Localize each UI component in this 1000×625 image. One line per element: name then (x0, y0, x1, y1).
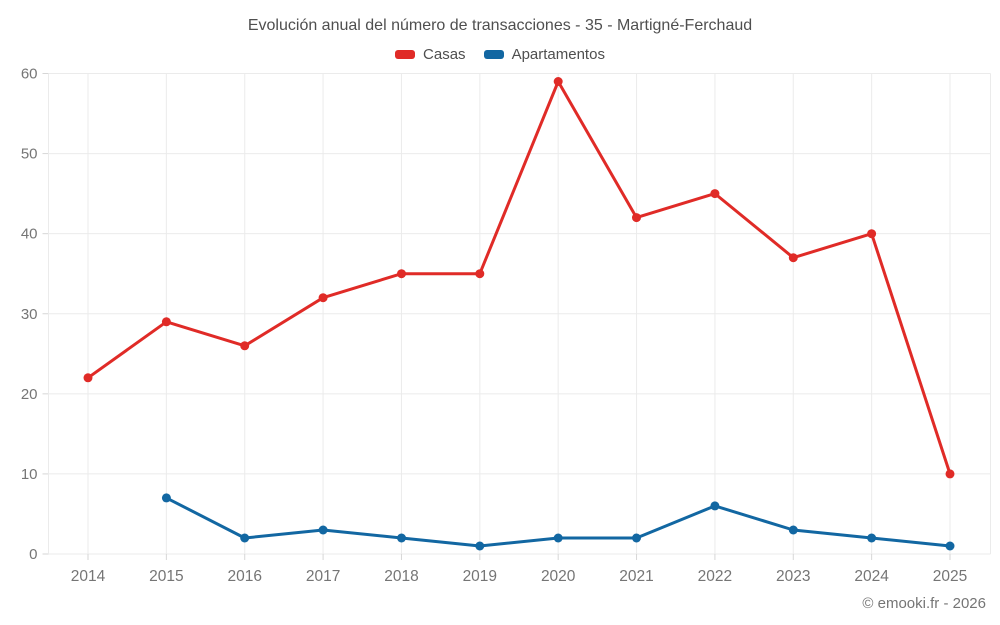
data-point-apartamentos (240, 533, 250, 543)
x-axis-label: 2016 (227, 568, 261, 585)
y-axis-label: 40 (21, 226, 38, 243)
data-point-casas (867, 229, 877, 239)
legend-item-apartamentos[interactable]: Apartamentos (483, 46, 605, 63)
y-axis-label: 0 (29, 546, 37, 563)
data-point-apartamentos (318, 525, 328, 535)
data-point-apartamentos (710, 501, 720, 511)
data-point-apartamentos (867, 533, 877, 543)
x-axis-label: 2017 (306, 568, 340, 585)
series-line-casas (86, 80, 952, 476)
x-axis-label: 2024 (854, 568, 889, 585)
legend-label: Apartamentos (511, 46, 605, 63)
data-point-casas (318, 293, 328, 303)
data-point-casas (632, 213, 641, 223)
data-point-apartamentos (945, 541, 955, 551)
y-axis-label: 20 (21, 386, 38, 403)
data-point-casas (83, 373, 93, 383)
data-point-casas (945, 469, 955, 479)
y-axis-label: 30 (21, 306, 38, 323)
data-point-apartamentos (553, 533, 563, 543)
y-axis-label: 10 (21, 466, 38, 483)
chart-legend: Casas Apartamentos (0, 46, 1000, 63)
x-axis-label: 2020 (541, 568, 576, 585)
data-point-apartamentos (788, 525, 798, 535)
data-point-casas (161, 317, 171, 327)
data-point-casas (397, 269, 406, 279)
legend-label: Casas (423, 46, 466, 63)
x-axis-label: 2023 (776, 568, 810, 585)
y-axis-label: 50 (21, 146, 38, 163)
data-point-casas (553, 77, 563, 86)
data-point-apartamentos (397, 533, 406, 543)
legend-swatch-casas (395, 50, 416, 59)
data-point-casas (475, 269, 485, 279)
data-point-casas (240, 341, 250, 351)
x-axis-label: 2014 (71, 568, 106, 585)
x-axis-label: 2021 (619, 568, 653, 585)
copyright-footer: © emooki.fr - 2026 (862, 595, 986, 612)
chart-title: Evolución anual del número de transaccio… (247, 17, 753, 34)
legend-item-casas[interactable]: Casas (395, 46, 466, 63)
x-axis-label: 2018 (384, 568, 418, 585)
x-axis-label: 2025 (933, 568, 967, 585)
x-axis-label: 2022 (698, 568, 732, 585)
data-point-casas (788, 253, 798, 263)
data-point-casas (710, 189, 720, 199)
legend-swatch-apartamentos (483, 50, 504, 59)
data-point-apartamentos (161, 493, 171, 503)
x-axis-label: 2015 (149, 568, 183, 585)
data-point-apartamentos (632, 533, 641, 543)
data-point-apartamentos (475, 541, 485, 551)
x-axis-label: 2019 (463, 568, 497, 585)
y-axis-label: 60 (21, 66, 38, 83)
